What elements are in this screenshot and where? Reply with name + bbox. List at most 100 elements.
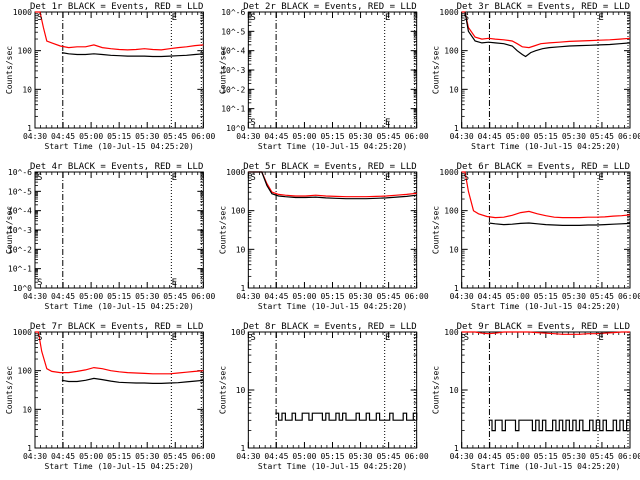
y-tick-label: 100 [18,367,33,376]
x-tick-label: 05:00 [506,292,530,301]
x-tick-label: 05:15 [534,132,558,141]
y-axis-label: Counts/sec [432,46,441,94]
x-tick-label: 05:15 [534,452,558,461]
x-tick-label: 04:30 [23,452,47,461]
panel-title: Det 5r BLACK = Events, RED = LLD [243,162,416,172]
y-tick-label: 10 [22,405,32,414]
y-axis-label: Counts/sec [5,46,14,94]
end-marker: E [172,173,177,183]
x-tick-label: 06:00 [618,452,640,461]
start-marker: S [37,13,42,23]
y-axis-label: Counts/sec [5,366,14,414]
start-marker: S [250,173,255,183]
x-tick-label: 05:15 [320,452,344,461]
panel-det-8: Det 8r BLACK = Events, RED = LLD 1 10 100 Co… [218,322,429,471]
x-tick-label: 05:30 [349,452,373,461]
series-line-lld [35,11,204,51]
x-tick-label: 04:45 [478,292,502,301]
panel-title: Det 1r BLACK = Events, RED = LLD [30,2,203,12]
x-tick-label: 04:45 [51,452,75,461]
start-marker: S [37,173,42,183]
x-tick-label: 04:30 [236,132,260,141]
y-axis-label: Counts/sec [218,366,227,414]
y-tick-label: 1 [454,284,459,293]
x-tick-label: 05:30 [135,452,159,461]
y-tick-label: 10^0 [226,124,245,133]
y-tick-label: 100 [444,328,459,337]
x-tick-label: 06:00 [618,292,640,301]
y-tick-label: 10^-5 [8,187,32,196]
end-marker: E [385,173,390,183]
end-marker: E [598,173,603,183]
x-tick-label: 04:30 [450,452,474,461]
x-tick-label: 04:30 [236,452,260,461]
y-tick-label: 1 [454,444,459,453]
start-marker: S [250,13,255,23]
y-tick-label: 1000 [439,8,458,17]
x-tick-label: 05:45 [163,292,187,301]
series-line-events [488,222,631,226]
end-marker: E [172,278,177,288]
x-tick-label: 05:45 [163,132,187,141]
panel-title: Det 4r BLACK = Events, RED = LLD [30,162,203,172]
x-tick-label: 04:30 [450,292,474,301]
y-tick-label: 10 [236,386,246,395]
plot-frame [34,331,204,449]
plot-frame [247,171,418,289]
y-tick-label: 10^-2 [8,245,32,254]
y-tick-label: 1 [241,444,246,453]
y-tick-label: 1 [27,124,32,133]
panel-det-9: Det 9r BLACK = Events, RED = LLD 1 10 100 Co… [432,322,640,471]
end-marker: E [385,118,390,128]
series-line-lld [248,171,417,198]
panel-title: Det 8r BLACK = Events, RED = LLD [243,322,416,332]
y-tick-label: 1000 [13,8,32,17]
x-tick-label: 05:00 [506,132,530,141]
x-tick-label: 05:45 [377,452,401,461]
x-tick-label: 05:30 [562,292,586,301]
y-tick-label: 10^-4 [221,47,245,56]
y-tick-label: 100 [444,207,459,216]
y-tick-label: 1 [27,444,32,453]
y-tick-label: 1000 [226,168,245,177]
x-tick-label: 04:45 [264,292,288,301]
panel-det-2: Det 2r BLACK = Events, RED = LLD 10^0 10^-… [218,2,429,151]
y-tick-label: 10^-1 [221,105,245,114]
series-line-events [61,377,204,384]
x-tick-label: 05:15 [107,132,131,141]
x-tick-label: 04:30 [236,292,260,301]
x-tick-label: 04:45 [51,132,75,141]
panel-title: Det 7r BLACK = Events, RED = LLD [30,322,203,332]
start-marker: S [37,333,42,343]
y-tick-label: 10 [449,85,459,94]
y-tick-label: 10 [236,245,246,254]
end-marker: E [385,13,390,23]
x-tick-label: 05:30 [349,292,373,301]
y-tick-label: 100 [231,207,246,216]
y-tick-label: 10^-6 [221,8,245,17]
x-tick-label: 05:30 [562,452,586,461]
x-tick-label: 05:00 [79,292,103,301]
x-tick-label: 06:00 [405,452,429,461]
series-line-events [488,419,631,432]
plot-frame [34,11,204,129]
x-tick-label: 06:00 [191,292,215,301]
end-marker: E [385,333,390,343]
x-tick-label: 05:00 [506,452,530,461]
x-tick-label: 04:45 [478,132,502,141]
y-tick-label: 100 [444,47,459,56]
x-tick-label: 05:45 [590,132,614,141]
x-tick-label: 05:00 [79,452,103,461]
y-tick-label: 10^-6 [8,168,32,177]
y-tick-label: 10 [22,85,32,94]
series-line-lld [461,11,631,49]
y-tick-label: 10^0 [13,284,32,293]
y-tick-label: 10^-3 [8,226,32,235]
x-tick-label: 04:30 [23,292,47,301]
y-axis-label: Counts/sec [218,206,227,254]
y-tick-label: 10^-1 [8,265,32,274]
y-tick-label: 10^-5 [221,27,245,36]
plot-frame [34,171,204,289]
y-axis-label: Counts/sec [432,366,441,414]
